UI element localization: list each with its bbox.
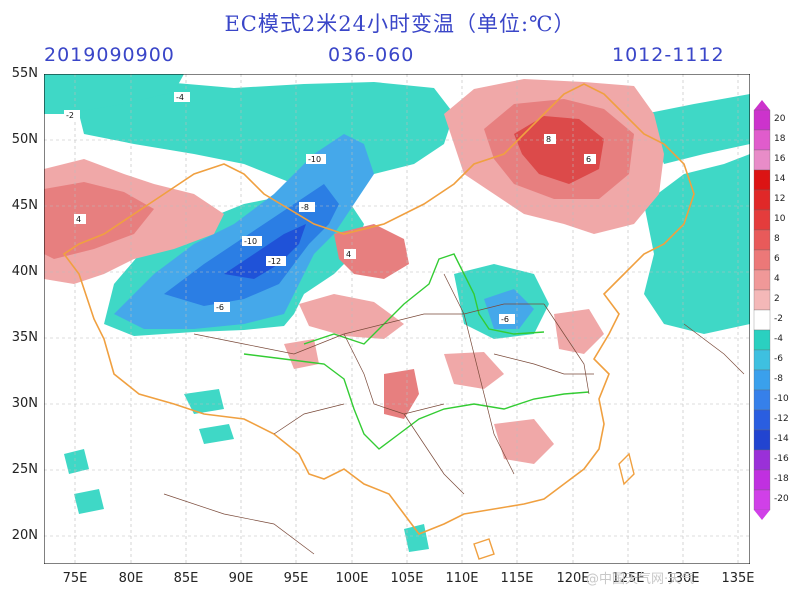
colorbar-label: 10 xyxy=(774,214,786,224)
svg-text:-12: -12 xyxy=(268,257,281,266)
lat-label-45: 45N xyxy=(11,198,38,213)
colorbar-label: 2 xyxy=(774,294,780,304)
svg-text:4: 4 xyxy=(346,250,351,259)
svg-text:-10: -10 xyxy=(308,155,321,164)
colorbar-cell xyxy=(753,269,771,291)
colorbar-arrow-top xyxy=(754,100,770,110)
colorbar-cell xyxy=(753,389,771,411)
colorbar-label: -18 xyxy=(774,474,789,484)
svg-text:-2: -2 xyxy=(66,111,74,120)
colorbar-cell xyxy=(753,129,771,151)
colorbar-cell xyxy=(753,329,771,351)
colorbar-cell xyxy=(753,189,771,211)
lon-label-90: 90E xyxy=(228,571,254,586)
yangtze-river xyxy=(243,353,590,450)
colorbar-label: 6 xyxy=(774,254,780,264)
watermark: @中国天气网·天气 xyxy=(586,572,695,587)
island-border xyxy=(473,452,635,560)
colorbar-cell xyxy=(753,349,771,371)
contour-labels: -10 -12 -10 -8 -4 -6 -6 8 6 4 4 -2 xyxy=(64,92,596,324)
colorbar-label: -8 xyxy=(774,374,783,384)
lon-label-95: 95E xyxy=(283,571,309,586)
colorbar-cell xyxy=(753,449,771,471)
svg-text:-8: -8 xyxy=(301,203,309,212)
colorbar-label: -16 xyxy=(774,454,789,464)
lat-label-55: 55N xyxy=(11,66,38,81)
map-title: EC模式2米24小时变温（单位:℃） xyxy=(224,12,576,36)
lat-label-35: 35N xyxy=(11,330,38,345)
colorbar-label: -2 xyxy=(774,314,783,324)
forecast-hours-label: 036-060 xyxy=(328,44,415,66)
lon-label-130: 130E xyxy=(666,571,700,586)
cool-area-east xyxy=(644,154,750,334)
svg-text:-6: -6 xyxy=(501,315,509,324)
colorbar-label: -6 xyxy=(774,354,783,364)
valid-period-label: 1012-1112 xyxy=(612,44,725,66)
colorbar-label: -12 xyxy=(774,414,789,424)
lat-label-25: 25N xyxy=(11,462,38,477)
colorbar-label: 8 xyxy=(774,234,780,244)
yellow-river xyxy=(303,253,545,345)
svg-text:-6: -6 xyxy=(216,303,224,312)
colorbar-cell xyxy=(753,209,771,231)
init-time-label: 2019090900 xyxy=(44,44,175,66)
colorbar-cell xyxy=(753,149,771,171)
colorbar-cell xyxy=(753,369,771,391)
lat-label-30: 30N xyxy=(11,396,38,411)
colorbar-label: -20 xyxy=(774,494,789,504)
country-border xyxy=(62,83,695,535)
lon-label-120: 120E xyxy=(556,571,590,586)
colorbar-cell xyxy=(753,229,771,251)
colorbar-label: 18 xyxy=(774,134,786,144)
colorbar-cell xyxy=(753,469,771,491)
temperature-shading xyxy=(44,74,750,552)
warm-area-central xyxy=(334,224,409,279)
colorbar-arrow-bottom xyxy=(754,510,770,520)
svg-text:4: 4 xyxy=(76,215,81,224)
colorbar-label: -14 xyxy=(774,434,789,444)
lon-label-85: 85E xyxy=(173,571,199,586)
colorbar-cell xyxy=(753,289,771,311)
lon-label-75: 75E xyxy=(62,571,88,586)
cool-area-mid xyxy=(114,134,374,329)
warm-area-core xyxy=(514,116,604,184)
colorbar-label: 4 xyxy=(774,274,780,284)
lon-label-135: 135E xyxy=(721,571,755,586)
lat-label-50: 50N xyxy=(11,132,38,147)
colorbar-cell xyxy=(753,109,771,131)
colorbar-cells xyxy=(753,100,771,520)
colorbar-cell xyxy=(753,249,771,271)
colorbar-label: 16 xyxy=(774,154,786,164)
colorbar-label: 12 xyxy=(774,194,786,204)
colorbar-label: -10 xyxy=(774,394,789,404)
temperature-change-map: -10 -12 -10 -8 -4 -6 -6 8 6 4 4 -2 xyxy=(44,74,750,564)
svg-text:-10: -10 xyxy=(244,237,257,246)
colorbar-label: 14 xyxy=(774,174,786,184)
colorbar-label: -4 xyxy=(774,334,783,344)
lon-label-110: 110E xyxy=(445,571,479,586)
colorbar-cell xyxy=(753,309,771,331)
lat-label-40: 40N xyxy=(11,264,38,279)
lon-label-115: 115E xyxy=(500,571,534,586)
colorbar-label: 20 xyxy=(774,114,786,124)
lon-label-80: 80E xyxy=(118,571,144,586)
colorbar-cell xyxy=(753,489,771,511)
colorbar xyxy=(753,100,771,520)
svg-text:6: 6 xyxy=(586,155,591,164)
cool-area-core xyxy=(224,224,306,279)
lon-label-105: 105E xyxy=(390,571,424,586)
lon-label-125: 125E xyxy=(611,571,645,586)
colorbar-cell xyxy=(753,409,771,431)
colorbar-cell xyxy=(753,429,771,451)
svg-text:8: 8 xyxy=(546,135,551,144)
svg-text:-4: -4 xyxy=(176,93,184,102)
lon-label-100: 100E xyxy=(335,571,369,586)
colorbar-cell xyxy=(753,169,771,191)
lat-label-20: 20N xyxy=(11,528,38,543)
province-borders xyxy=(163,273,745,555)
